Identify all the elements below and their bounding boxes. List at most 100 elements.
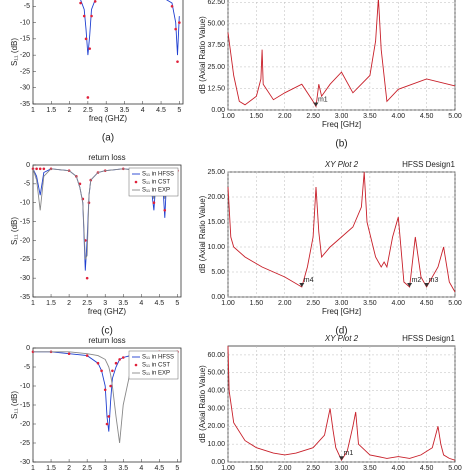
- legend-label: S₁₁ in CST: [142, 363, 170, 369]
- data-point: [90, 14, 93, 18]
- x-tick-label: 1.00: [221, 465, 235, 472]
- x-tick-label: 4: [139, 465, 143, 472]
- y-tick-label: -5: [24, 364, 30, 371]
- marker: [299, 283, 305, 287]
- y-tick-label: -25: [20, 256, 30, 263]
- y-tick-label: 37.50: [207, 42, 225, 49]
- marker-label: m4: [304, 277, 314, 284]
- data-point: [100, 369, 103, 373]
- y-tick-label: -25: [20, 440, 30, 447]
- data-point: [86, 96, 90, 99]
- y-tick-label: 0: [26, 162, 30, 169]
- chart-title: return loss: [88, 336, 125, 345]
- data-point: [42, 167, 46, 171]
- data-line: [227, 0, 456, 109]
- x-tick-label: 4.50: [420, 300, 434, 307]
- data-point: [88, 47, 92, 50]
- marker-label: m1: [318, 96, 328, 103]
- x-axis-label: freq (GHZ): [88, 307, 127, 316]
- x-tick-label: 1.5: [46, 465, 56, 472]
- x-tick-label: 4: [139, 300, 143, 307]
- y-tick-label: -20: [20, 237, 30, 244]
- x-axis-label: Freq [GHz]: [322, 307, 361, 316]
- y-tick-label: -10: [20, 19, 30, 26]
- x-tick-label: 1.50: [250, 113, 264, 120]
- y-tick-label: -15: [20, 36, 30, 43]
- x-tick-label: 4.50: [420, 465, 434, 472]
- marker-label: m1: [344, 450, 354, 457]
- data-point: [109, 384, 112, 388]
- x-tick-label: 4.00: [391, 465, 405, 472]
- x-tick-label: 4.5: [154, 465, 164, 472]
- y-tick-label: -30: [20, 275, 30, 282]
- y-tick-label: 10.00: [207, 441, 225, 448]
- x-tick-label: 3.5: [118, 300, 128, 307]
- legend-label: S₁₁ in HFSS: [142, 172, 174, 178]
- marker: [339, 456, 344, 461]
- x-tick-label: 2.50: [306, 300, 320, 307]
- marker: [424, 283, 430, 287]
- data-point: [67, 352, 71, 356]
- x-tick-label: 3: [104, 107, 108, 114]
- chart-subtitle: HFSS Design1: [402, 160, 455, 169]
- caption: (d): [335, 326, 347, 337]
- x-tick-label: 1.00: [221, 300, 235, 307]
- x-tick-label: 3.00: [335, 465, 349, 472]
- y-tick-label: -5: [24, 181, 30, 188]
- data-point: [85, 276, 89, 280]
- x-tick-label: 4.50: [420, 113, 434, 120]
- data-point: [85, 354, 89, 357]
- x-tick-label: 1.5: [46, 300, 56, 307]
- x-tick-label: 4: [141, 107, 145, 114]
- data-point: [163, 208, 167, 212]
- y-tick-label: 25.00: [207, 64, 225, 71]
- x-axis-label: Freq [GHz]: [322, 120, 361, 129]
- y-tick-label: 40.00: [207, 387, 225, 394]
- chart-subtitle: HFSS Design1: [402, 334, 455, 343]
- caption: (c): [101, 326, 113, 337]
- y-tick-label: -35: [20, 294, 30, 301]
- y-tick-label: 0: [26, 345, 30, 352]
- data-line: [227, 345, 456, 462]
- y-tick-label: 30.00: [207, 405, 225, 412]
- legend-label: S₁₁ in HFSS: [142, 355, 174, 361]
- data-point: [178, 21, 181, 24]
- y-tick-label: -30: [20, 85, 30, 92]
- x-tick-label: 3.5: [118, 465, 128, 472]
- data-point: [35, 167, 38, 171]
- data-point: [107, 415, 111, 418]
- x-tick-label: 1: [31, 300, 35, 307]
- x-tick-label: 3.5: [120, 107, 130, 114]
- x-tick-label: 2: [68, 107, 72, 114]
- x-tick-label: 5.00: [448, 465, 462, 472]
- y-tick-label: 25.00: [207, 169, 225, 176]
- data-point: [152, 201, 156, 205]
- y-tick-label: -15: [20, 402, 30, 409]
- legend-label: S₁₁ in CST: [142, 180, 170, 186]
- x-tick-label: 5: [175, 300, 179, 307]
- x-tick-label: 3: [103, 300, 107, 307]
- legend-label: S₁₁ in EXP: [142, 188, 170, 194]
- y-tick-label: -5: [24, 3, 30, 10]
- x-tick-label: 2.00: [278, 465, 292, 472]
- legend-label: S₁₁ in EXP: [142, 371, 170, 377]
- data-point: [96, 361, 100, 365]
- x-tick-label: 1: [31, 107, 35, 114]
- marker-label: m3: [429, 277, 439, 284]
- x-tick-label: 5.00: [448, 300, 462, 307]
- y-tick-label: -20: [20, 52, 30, 59]
- x-tick-label: 5: [177, 107, 181, 114]
- y-tick-label: 5.00: [211, 269, 225, 276]
- x-tick-label: 2.00: [278, 300, 292, 307]
- data-point: [84, 37, 88, 41]
- caption: (b): [335, 139, 347, 150]
- x-tick-label: 1: [31, 465, 35, 472]
- y-tick-label: 0.00: [211, 459, 225, 466]
- chart-title: XY Plot 2: [324, 160, 359, 169]
- marker-label: m2: [412, 277, 422, 284]
- legend-swatch: [134, 180, 138, 184]
- x-tick-label: 3.50: [363, 465, 377, 472]
- x-tick-label: 2.00: [278, 113, 292, 120]
